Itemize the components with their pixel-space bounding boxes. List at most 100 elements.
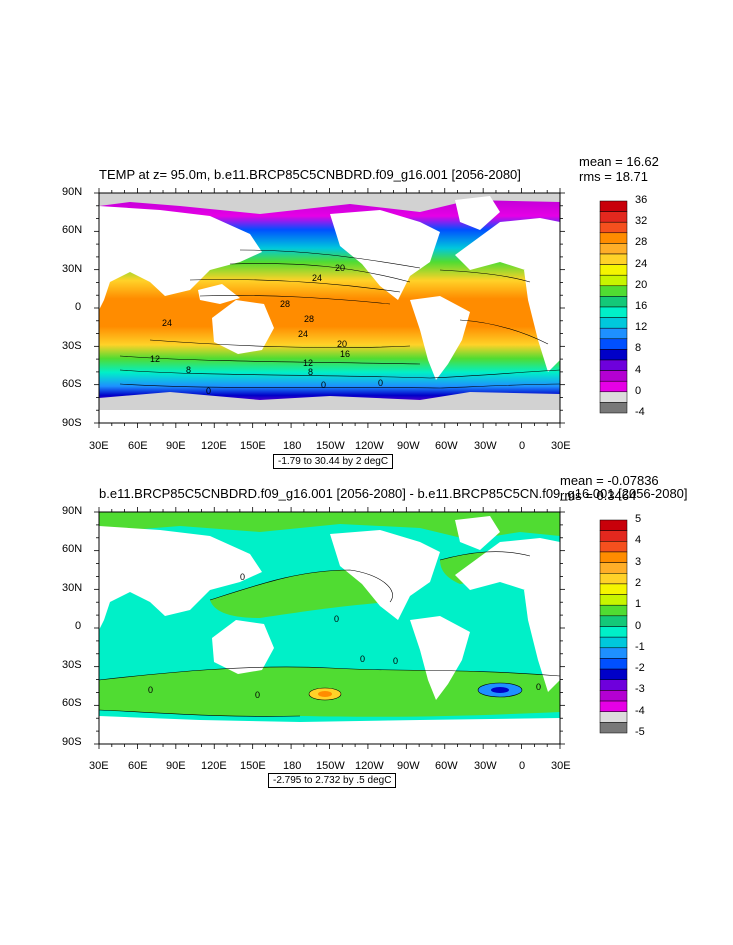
panel1-contour-label: 28 [280, 299, 290, 309]
colorbar-swatch [599, 370, 628, 382]
panel2-eurasia-africa [99, 526, 262, 630]
panel1-africa-west [524, 270, 560, 372]
panel2-ticks [94, 507, 565, 749]
colorbar-swatch [599, 658, 628, 670]
panel2-lat-label: 90N [62, 505, 83, 517]
colorbar-label: 0 [635, 619, 642, 632]
colorbar-label: -3 [635, 683, 645, 696]
panel2-map [98, 512, 561, 744]
panel2-lat-label: 90S [62, 736, 82, 748]
colorbar-label: 12 [635, 321, 648, 334]
panel2-contour-labels: 0 0 0 0 0 0 0 [148, 572, 541, 700]
colorbar-swatch [599, 615, 628, 627]
colorbar-swatch [599, 690, 628, 702]
panel2-lat-label: 30N [62, 582, 83, 594]
panel2-mean: mean = -0.07836 [560, 473, 659, 488]
panel2-lon-label: 180 [283, 760, 302, 772]
panel2-contour-label: 0 [334, 614, 339, 624]
colorbar-swatch [599, 700, 628, 712]
panel1-contour-label: 0 [378, 378, 383, 388]
colorbar-swatch [599, 668, 628, 680]
colorbar-label: 8 [635, 342, 642, 355]
colorbar-label: 24 [635, 257, 648, 270]
panel1-lat-label: 30N [62, 263, 83, 275]
panel2-pacific-band [210, 570, 393, 618]
panel2-lon-label: 30W [474, 760, 497, 772]
panel1-lon-label: 90W [397, 440, 420, 452]
panel1-contour-label: 20 [337, 339, 347, 349]
panel2-lon-label: 120E [201, 760, 227, 772]
panel2-contour-label: 0 [240, 572, 245, 582]
colorbar-swatch [599, 711, 628, 723]
panel1-contour-label: 8 [308, 367, 313, 377]
panel1-contour-label: 24 [312, 273, 322, 283]
colorbar-label: -4 [635, 704, 645, 717]
panel1-south-america [410, 296, 470, 380]
panel1-map [99, 193, 561, 423]
panel1-australia [212, 300, 274, 354]
colorbar-label: 1 [635, 598, 642, 611]
panel1-lat-label: 60S [62, 378, 82, 390]
colorbar-label: 4 [635, 363, 642, 376]
panel1-lat-label: 30S [62, 340, 82, 352]
panel2-cool-core [491, 687, 509, 693]
colorbar-swatch [599, 530, 628, 542]
panel1-contour-label: 16 [340, 349, 350, 359]
panel1-lon-label: 30E [551, 440, 571, 452]
colorbar-swatch [599, 274, 628, 287]
colorbar-swatch [599, 722, 628, 734]
colorbar-swatch [599, 317, 628, 329]
colorbar-swatch [599, 232, 628, 244]
colorbar-swatch [599, 562, 628, 574]
panel2-warm-core [318, 691, 332, 697]
colorbar-label: 0 [635, 384, 642, 397]
panel2-lon-label: 60W [435, 760, 458, 772]
colorbar-swatch [599, 636, 628, 649]
panel2-contour-label: 0 [536, 682, 541, 692]
panel1-north-america [330, 210, 440, 300]
panel1-lon-label: 120W [355, 440, 384, 452]
colorbar-swatch [599, 253, 628, 265]
colorbar-swatch [599, 211, 628, 223]
colorbar-label: -5 [635, 726, 645, 738]
colorbar-swatch [599, 647, 628, 659]
panel1-eurasia-africa [99, 206, 262, 310]
panel2-australia [212, 620, 274, 674]
colorbar-swatch [599, 264, 628, 276]
colorbar-swatch [599, 604, 628, 617]
panel2-lon-label: 90E [166, 760, 186, 772]
panel2-contour-label: 0 [360, 654, 365, 664]
panel1-title: TEMP at z= 95.0m, b.e11.BRCP85C5CNBDRD.f… [99, 167, 521, 182]
panel1-greenland [455, 196, 500, 230]
panel1-contour-label: 0 [321, 380, 326, 390]
panel1-colorbar [599, 200, 628, 414]
colorbar-swatch [599, 243, 628, 255]
colorbar-label: 2 [635, 576, 642, 589]
panel1-contour-label: 24 [298, 329, 308, 339]
colorbar-label: -4 [635, 406, 645, 418]
panel2-contours [98, 551, 561, 717]
colorbar-label: 3 [635, 555, 642, 568]
colorbar-label: 28 [635, 236, 648, 249]
colorbar-swatch [599, 338, 628, 350]
panel2-lon-label: 120W [355, 760, 384, 772]
panel2-colorbar [599, 519, 628, 734]
panel2-lat-label: 30S [62, 659, 82, 671]
panel1-contour-label: 8 [186, 365, 191, 375]
colorbar-swatch [599, 306, 628, 318]
panel1-rms: rms = 18.71 [579, 169, 649, 184]
panel2-lon-label: 0 [519, 760, 526, 772]
panel2-contour-label: 0 [255, 690, 260, 700]
panel2-contour-label: 0 [393, 656, 398, 666]
panel2-info-box: -2.795 to 2.732 by .5 degC [268, 773, 397, 788]
panel1-lon-label: 90E [166, 440, 186, 452]
panel1-lat-label: 90N [62, 186, 83, 198]
colorbar-swatch [599, 221, 628, 234]
panel2-north-america [330, 530, 440, 620]
colorbar-label: -2 [635, 662, 645, 675]
colorbar-label: 5 [635, 513, 642, 525]
panel2-lat-label: 60S [62, 697, 82, 709]
panel1-contour-label: 12 [150, 354, 160, 364]
panel1-maritime [198, 284, 240, 304]
panel1-mean: mean = 16.62 [579, 154, 659, 169]
